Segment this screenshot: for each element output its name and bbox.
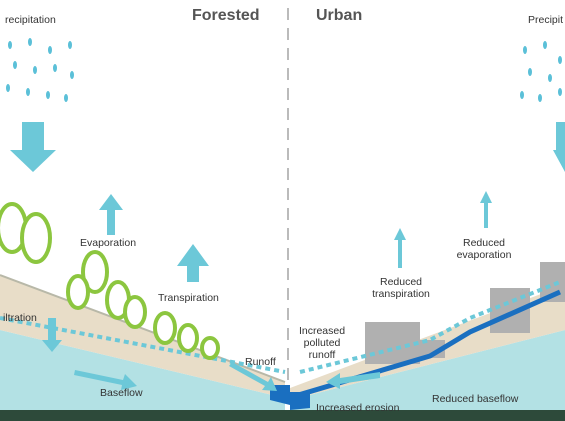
- label: Reduced baseflow: [432, 393, 518, 405]
- panel-title: Urban: [316, 10, 362, 22]
- label: Reduced evaporation: [448, 237, 520, 261]
- label: Transpiration: [158, 292, 219, 304]
- label: iltration: [3, 312, 37, 324]
- scene: [0, 0, 565, 421]
- bottom-strip: [0, 410, 565, 421]
- label: Increased erosion: [316, 402, 399, 414]
- label: Runoff: [245, 356, 276, 368]
- label: Reduced transpiration: [362, 276, 440, 300]
- precipitation-label: recipitation: [5, 14, 56, 26]
- precipitation-label: Precipit: [528, 14, 563, 26]
- panel-title: Forested: [192, 10, 260, 22]
- label: Increased polluted runoff: [292, 325, 352, 361]
- rain: [6, 38, 562, 102]
- label: Evaporation: [80, 237, 136, 249]
- diagram: recipitation Forested Urban Precipit Eva…: [0, 0, 565, 421]
- label: Baseflow: [100, 387, 143, 399]
